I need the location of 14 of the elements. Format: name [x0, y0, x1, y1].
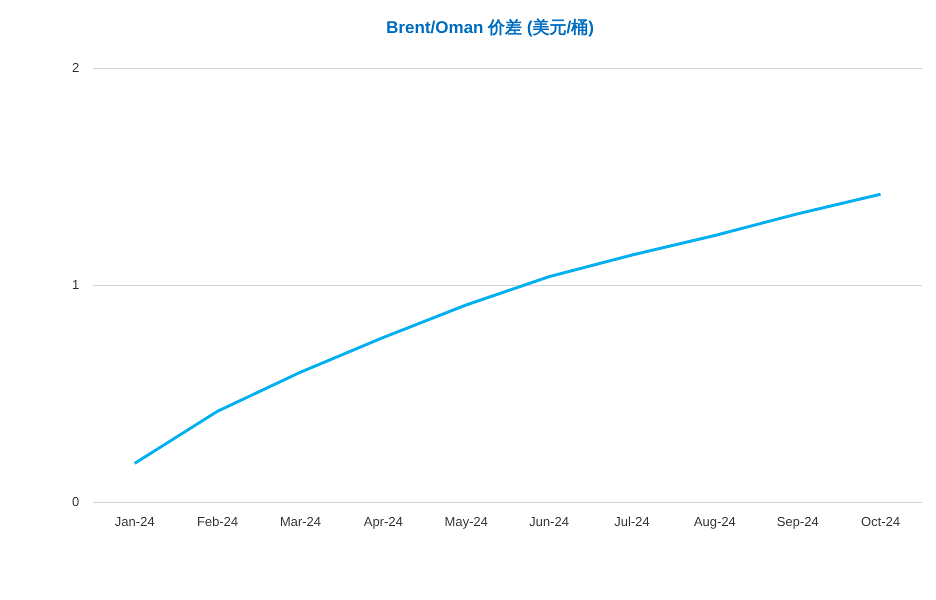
- x-tick-label: Jan-24: [114, 514, 155, 529]
- x-tick-label: Jul-24: [614, 514, 650, 529]
- x-tick-label: Oct-24: [861, 514, 900, 529]
- chart-title: Brent/Oman 价差 (美元/桶): [386, 18, 594, 37]
- x-tick-label: Apr-24: [364, 514, 403, 529]
- x-tick-label: Jun-24: [529, 514, 569, 529]
- y-tick-label: 2: [72, 60, 80, 75]
- y-tick-label: 0: [72, 494, 80, 509]
- x-tick-label: May-24: [444, 514, 488, 529]
- x-tick-label: Feb-24: [196, 514, 238, 529]
- x-tick-label: Sep-24: [776, 514, 819, 529]
- y-tick-label: 1: [72, 276, 80, 292]
- x-tick-label: Aug-24: [694, 514, 736, 529]
- x-tick-label: Mar-24: [280, 514, 322, 529]
